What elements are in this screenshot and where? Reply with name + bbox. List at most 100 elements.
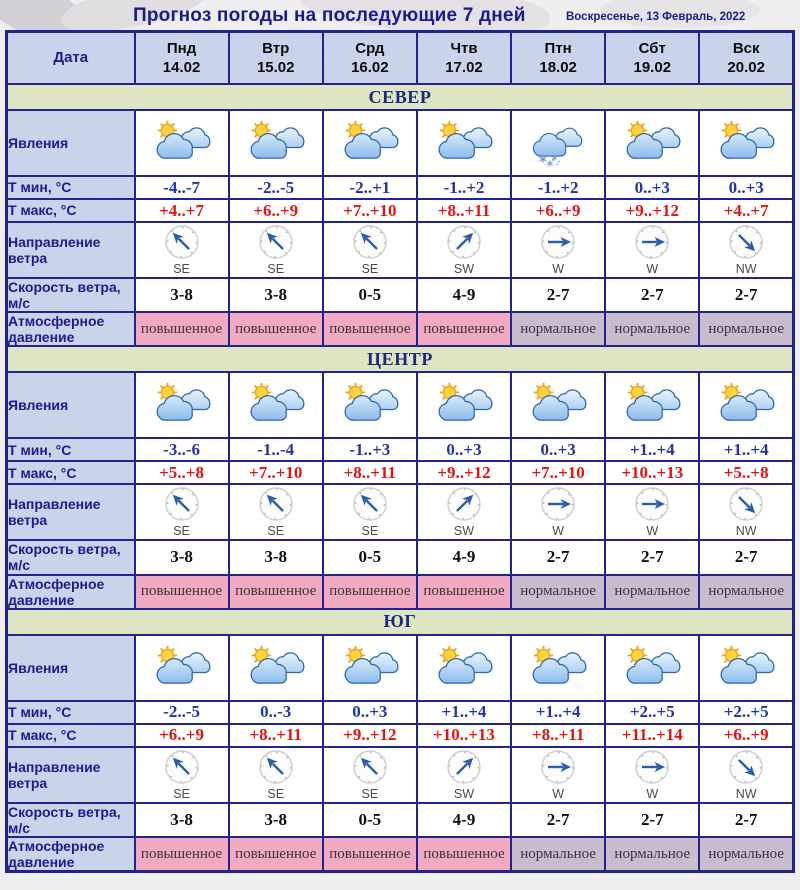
phenomena-row: Явления xyxy=(5,633,795,702)
wind-dir-label: W xyxy=(646,262,659,276)
row-label-pressure: Атмосферное давление xyxy=(5,835,136,873)
wind-dir-label: NW xyxy=(735,524,757,539)
wind-dir-cell: SW xyxy=(415,221,513,279)
wind_speed-cell: 4-9 xyxy=(415,276,513,314)
wind_speed-cell: 2-7 xyxy=(604,539,701,576)
tmax-cell: +6..+9 xyxy=(227,198,324,223)
row-label-tmax: Т макс, °С xyxy=(5,198,136,223)
wind-dir-label: W xyxy=(552,262,565,276)
tmin-cell: -1..+2 xyxy=(415,175,513,200)
row-label-phenomena: Явления xyxy=(5,371,136,440)
sun-clouds-icon xyxy=(151,397,213,414)
compass-icon-se xyxy=(258,486,294,522)
tmin-cell: -1..+2 xyxy=(510,175,607,200)
row-label-wind-dir: Направление ветра xyxy=(5,745,136,804)
wind-dir-cell: NW xyxy=(698,221,795,279)
compass-icon-sw xyxy=(446,486,482,522)
pressure-cell: повышенное xyxy=(321,573,418,610)
wind_speed-cell: 0-5 xyxy=(321,801,418,838)
tmax-row: Т макс, °С +6..+9 +8..+11 +9..+12 +10..+13 +8… xyxy=(5,722,795,748)
compass-icon-w xyxy=(634,486,670,522)
sun-clouds-icon xyxy=(715,134,777,151)
wind_speed-cell: 3-8 xyxy=(227,539,324,576)
day-date: 14.02 xyxy=(162,59,201,76)
sun-clouds-icon xyxy=(433,134,495,151)
weather-cell xyxy=(415,371,513,440)
compass-icon-se xyxy=(164,486,200,522)
pressure-cell: нормальное xyxy=(698,573,795,610)
day-header: Срд 16.02 xyxy=(321,30,418,85)
sun-clouds-icon xyxy=(527,659,589,676)
section-header-row: ЮГ xyxy=(5,607,795,636)
wind-dir-row: Направление ветра SE SE SE SW W W NW xyxy=(5,483,795,542)
weather-cell xyxy=(510,109,607,177)
tmin-cell: +2..+5 xyxy=(604,699,701,725)
pressure-row: Атмосферное давление повышенное повышенное… xyxy=(5,835,795,873)
day-name: Сбт xyxy=(638,39,666,57)
wind-dir-cell: SW xyxy=(415,745,513,804)
wind_speed-cell: 2-7 xyxy=(604,276,701,314)
wind-dir-cell: NW xyxy=(698,483,795,542)
wind-dir-label: SE xyxy=(267,524,285,539)
wind-dir-cell: SE xyxy=(321,221,418,279)
tmin-cell: 0..+3 xyxy=(604,175,701,200)
tmax-cell: +7..+10 xyxy=(321,198,418,223)
weather-cell xyxy=(321,633,418,702)
row-label-wind-dir: Направление ветра xyxy=(5,221,136,279)
wind-dir-cell: SE xyxy=(227,221,324,279)
wind-dir-label: SE xyxy=(173,524,190,539)
wind-dir-label: SE xyxy=(267,262,285,276)
tmax-row: Т макс, °С +4..+7 +6..+9 +7..+10 +8..+11 +6..… xyxy=(5,198,795,223)
day-name: Срд xyxy=(355,39,385,57)
wind-dir-cell: SE xyxy=(133,221,230,279)
row-label-wind_speed: Скорость ветра, м/с xyxy=(5,276,136,314)
compass-icon-w xyxy=(540,486,576,522)
wind-dir-cell: SW xyxy=(415,483,513,542)
pressure-cell: нормальное xyxy=(604,573,701,610)
pressure-cell: повышенное xyxy=(415,573,513,610)
weather-cell xyxy=(698,633,795,702)
compass-icon-w xyxy=(540,749,576,785)
tmin-cell: +1..+4 xyxy=(698,437,795,463)
weather-cell xyxy=(133,109,230,177)
compass-icon-se xyxy=(352,749,388,785)
wind-dir-label: SW xyxy=(453,262,475,276)
tmin-cell: -2..-5 xyxy=(133,699,230,725)
day-name: Вск xyxy=(732,39,760,57)
tmin-row: Т мин, °С -2..-5 0..-3 0..+3 +1..+4 +1..+4 +2.… xyxy=(5,699,795,725)
wind-dir-label: W xyxy=(646,524,659,539)
weather-cell xyxy=(604,633,701,702)
row-label-phenomena: Явления xyxy=(5,109,136,177)
compass-icon-se xyxy=(164,749,200,785)
section-header-row: СЕВЕР xyxy=(5,83,795,111)
day-name: Втр xyxy=(262,39,290,57)
row-label-tmax: Т макс, °С xyxy=(5,722,136,748)
day-header: Сбт 19.02 xyxy=(604,30,701,85)
weather-cell xyxy=(133,371,230,440)
tmax-cell: +9..+12 xyxy=(604,198,701,223)
sun-clouds-icon xyxy=(715,397,777,414)
wind_speed-cell: 2-7 xyxy=(698,276,795,314)
wind-dir-cell: W xyxy=(604,221,701,279)
wind-dir-cell: W xyxy=(510,483,607,542)
day-header: Вск 20.02 xyxy=(698,30,795,85)
tmax-cell: +8..+11 xyxy=(510,722,607,748)
pressure-cell: нормальное xyxy=(604,311,701,348)
wind-dir-label: SE xyxy=(173,786,190,801)
pressure-cell: нормальное xyxy=(698,311,795,348)
wind_speed-cell: 2-7 xyxy=(698,539,795,576)
tmax-cell: +6..+9 xyxy=(698,722,795,748)
pressure-cell: нормальное xyxy=(510,573,607,610)
tmax-cell: +9..+12 xyxy=(415,460,513,486)
weather-cell xyxy=(227,109,324,177)
pressure-cell: нормальное xyxy=(510,311,607,348)
wind_speed-cell: 2-7 xyxy=(510,539,607,576)
pressure-cell: повышенное xyxy=(321,311,418,348)
sun-clouds-icon xyxy=(151,134,213,151)
wind-dir-cell: SE xyxy=(321,483,418,542)
wind-dir-row: Направление ветра SE SE SE SW W W NW xyxy=(5,221,795,279)
tmax-cell: +7..+10 xyxy=(227,460,324,486)
sun-clouds-icon xyxy=(245,397,307,414)
wind-dir-cell: SE xyxy=(227,483,324,542)
tmax-cell: +7..+10 xyxy=(510,460,607,486)
